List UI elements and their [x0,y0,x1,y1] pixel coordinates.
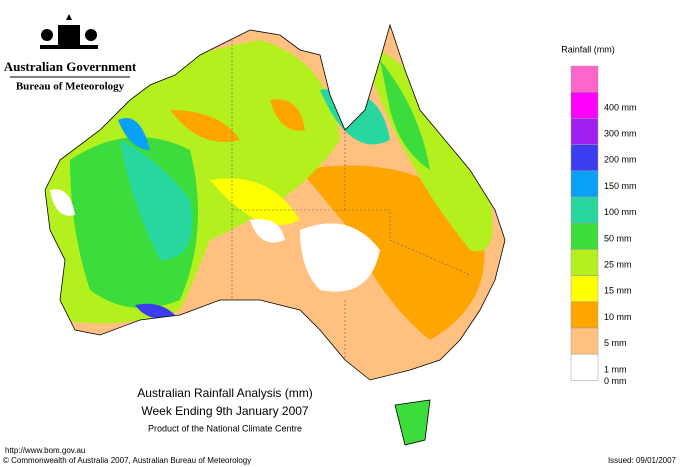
legend-swatch [570,91,599,119]
legend-title: Rainfall (mm) [561,44,615,54]
footer-issued: Issued: 09/01/2007 [608,456,677,465]
state-borders [231,40,471,360]
legend-label: 300 mm [604,128,637,138]
legend-label: 1 mm [604,364,627,374]
footer-copyright: © Commonwealth of Australia 2007, Austra… [3,456,251,465]
legend-swatch [570,170,599,198]
legend-label: 400 mm [604,102,637,112]
legend-swatch [570,118,599,145]
bureau-name: Bureau of Meteorology [16,81,125,93]
legend-label: 25 mm [604,259,632,269]
map-product: Product of the National Climate Centre [148,423,302,433]
legend-label: 200 mm [604,155,637,165]
legend: 400 mm 300 mm 200 mm 150 mm 100 mm 50 mm 25 mm… [570,65,637,386]
legend-swatch [570,222,599,250]
legend-label: 100 mm [604,207,637,217]
map-period: Week Ending 9th January 2007 [141,404,309,418]
map-title: Australian Rainfall Analysis (mm) [137,386,312,400]
legend-label: 5 mm [604,338,627,348]
legend-label: 15 mm [604,286,632,296]
legend-swatch [570,144,599,172]
legend-swatch [570,275,599,303]
legend-label: 150 mm [604,181,637,191]
legend-label: 0 mm [604,376,627,386]
legend-swatch [570,327,599,355]
coastline [44,23,506,381]
footer-url[interactable]: http://www.bom.gov.au [5,446,85,455]
legend-swatch [570,196,599,224]
legend-label: 50 mm [604,233,632,243]
legend-swatch [570,249,599,276]
legend-swatch [570,353,599,381]
agency-name: Australian Government [4,59,137,74]
legend-label: 10 mm [604,312,632,322]
legend-swatch [570,301,599,329]
legend-swatch [570,65,599,93]
tasmania [394,399,431,446]
emblem [40,14,98,49]
